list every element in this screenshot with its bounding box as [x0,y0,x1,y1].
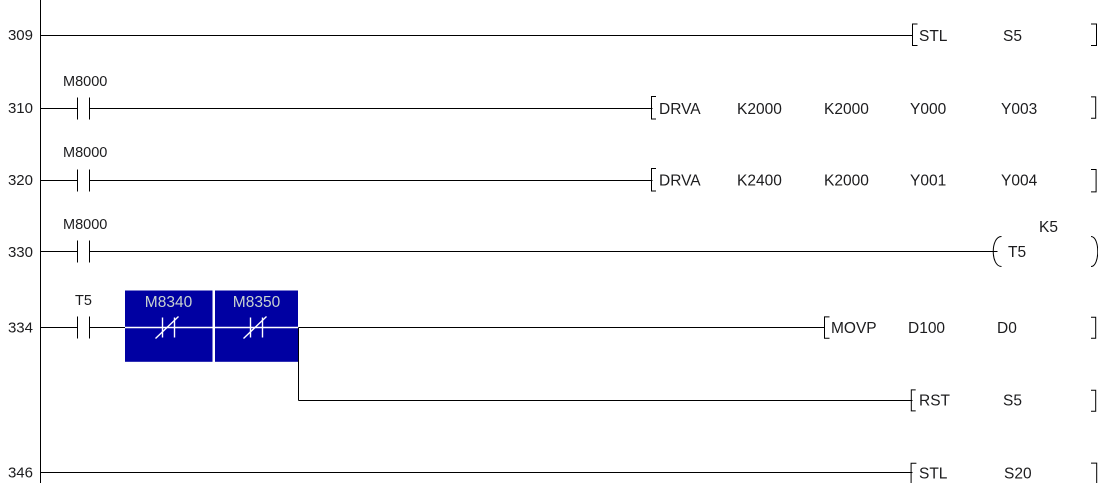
svg-text:K2000: K2000 [737,101,782,118]
svg-text:K5: K5 [1039,219,1058,236]
svg-text:S20: S20 [1004,465,1032,482]
svg-text:320: 320 [8,172,33,189]
svg-text:M8000: M8000 [63,217,107,233]
svg-text:K2400: K2400 [737,173,782,190]
svg-text:M8340: M8340 [145,294,193,311]
svg-text:M8000: M8000 [63,74,107,90]
svg-text:DRVA: DRVA [659,101,701,118]
svg-text:T5: T5 [1008,244,1026,261]
svg-text:M8350: M8350 [233,294,281,311]
svg-text:K2000: K2000 [824,101,869,118]
svg-text:S5: S5 [1003,28,1022,45]
svg-text:330: 330 [8,244,33,261]
svg-text:309: 309 [8,27,33,44]
svg-text:STL: STL [919,465,948,482]
svg-text:S5: S5 [1003,393,1022,410]
svg-text:T5: T5 [75,293,92,309]
svg-text:D0: D0 [997,320,1017,337]
svg-text:RST: RST [919,393,951,410]
svg-text:Y001: Y001 [910,173,946,190]
svg-text:310: 310 [8,100,33,117]
svg-text:M8000: M8000 [63,145,107,161]
svg-text:STL: STL [919,28,948,45]
svg-text:Y000: Y000 [910,101,947,118]
svg-text:Y004: Y004 [1001,173,1038,190]
svg-text:334: 334 [8,320,33,337]
svg-text:K2000: K2000 [824,173,869,190]
svg-text:346: 346 [8,465,33,482]
svg-text:MOVP: MOVP [831,320,877,337]
svg-text:D100: D100 [908,320,945,337]
svg-text:Y003: Y003 [1001,101,1037,118]
svg-text:DRVA: DRVA [659,173,701,190]
